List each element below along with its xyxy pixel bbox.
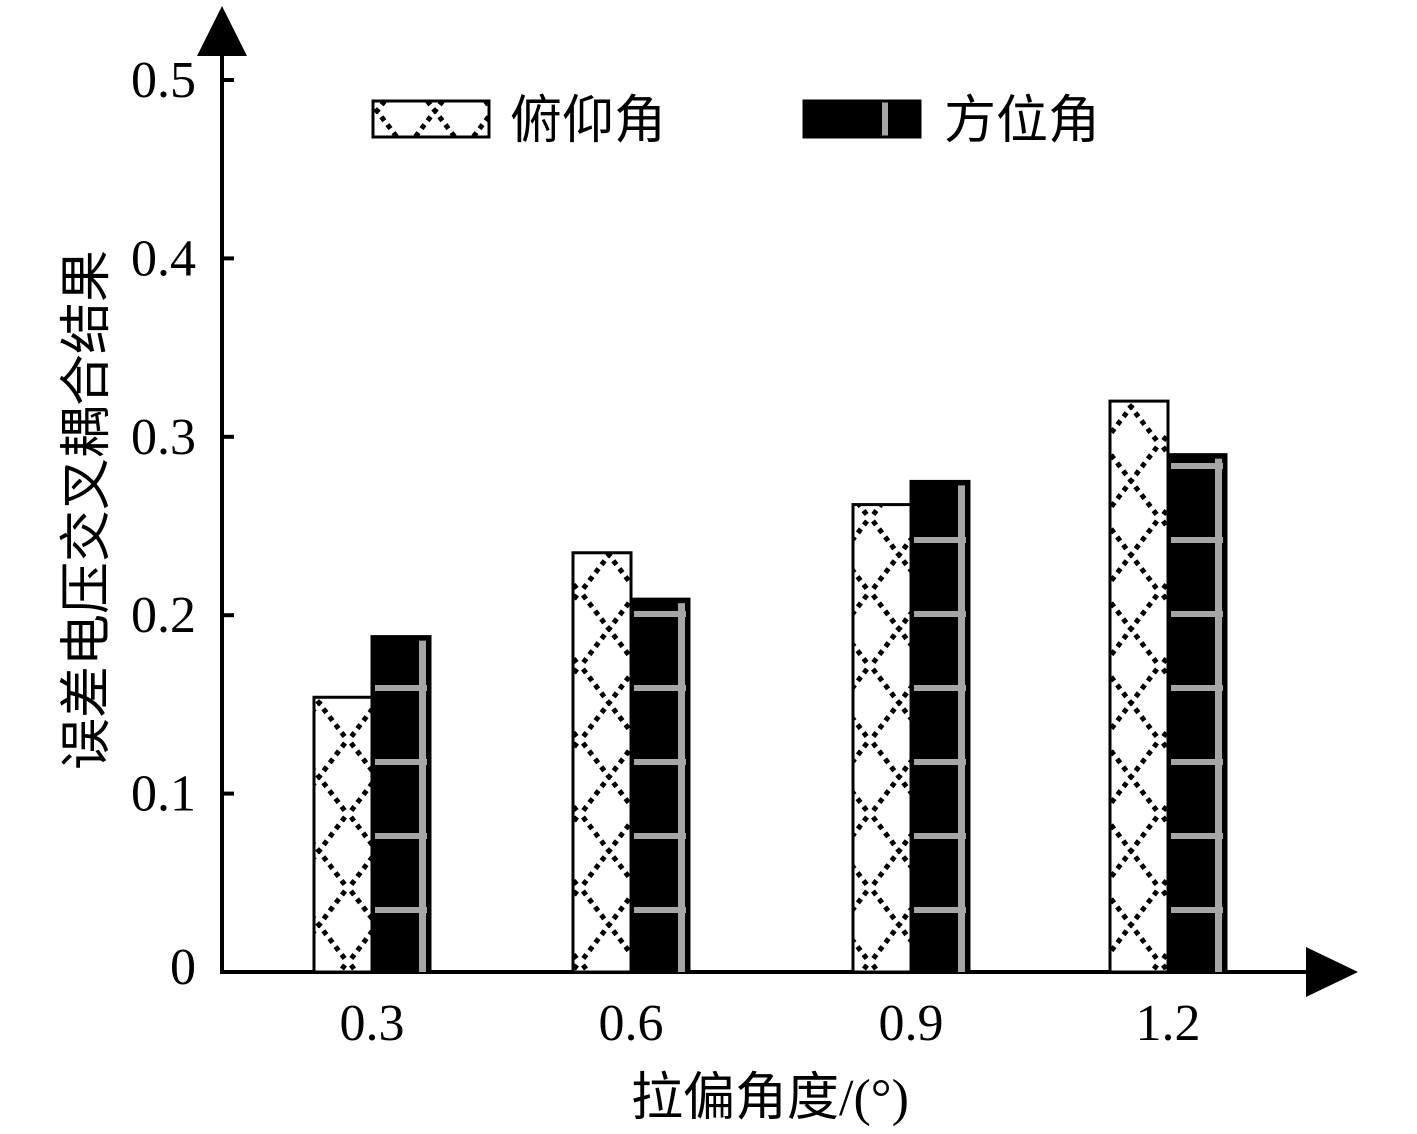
y-axis-title: 误差电压交叉耦合结果 bbox=[59, 250, 116, 770]
y-ticks: 0 0.1 0.2 0.3 0.4 0.5 bbox=[131, 52, 234, 996]
bar-azimuth-rung bbox=[1171, 685, 1223, 691]
x-tick-label: 0.6 bbox=[599, 995, 664, 1052]
legend-item-pitch: 俯仰角 bbox=[371, 93, 666, 150]
bar-azimuth-rung bbox=[634, 833, 686, 839]
y-tick-label: 0 bbox=[170, 939, 196, 996]
bar-azimuth bbox=[629, 597, 691, 974]
bar-azimuth-rung bbox=[375, 759, 427, 765]
bar-azimuth-rung bbox=[914, 611, 966, 617]
bar-azimuth-rung bbox=[914, 759, 966, 765]
bar-azimuth-rail bbox=[678, 603, 685, 972]
bar-azimuth-rung bbox=[634, 685, 686, 691]
bar-pitch bbox=[851, 503, 913, 974]
bar-azimuth-rung bbox=[914, 907, 966, 913]
bar-azimuth-rung bbox=[1171, 537, 1223, 543]
bar-azimuth-rail bbox=[1215, 458, 1222, 972]
bar-azimuth bbox=[1166, 453, 1228, 974]
bar-azimuth-rung bbox=[375, 833, 427, 839]
bar-azimuth bbox=[370, 635, 432, 974]
bar-azimuth-rung bbox=[914, 833, 966, 839]
bar-azimuth-rung bbox=[634, 759, 686, 765]
x-axis-title: 拉偏角度/(°) bbox=[631, 1070, 909, 1127]
bar-azimuth-rung bbox=[1171, 611, 1223, 617]
bar-azimuth-rail bbox=[958, 485, 965, 972]
legend-item-azimuth: 方位角 bbox=[802, 93, 1100, 150]
bar-pitch bbox=[312, 695, 374, 974]
y-tick-label: 0.5 bbox=[131, 52, 196, 109]
x-tick-label: 0.9 bbox=[879, 995, 944, 1052]
x-tick-label: 1.2 bbox=[1136, 995, 1201, 1052]
bar-azimuth-rung bbox=[1171, 833, 1223, 839]
legend: 俯仰角 方位角 bbox=[371, 93, 1100, 150]
x-tick-label: 0.3 bbox=[340, 995, 405, 1052]
legend-label-pitch: 俯仰角 bbox=[510, 93, 666, 150]
bar-azimuth-rung bbox=[634, 907, 686, 913]
bar-azimuth-rung bbox=[914, 537, 966, 543]
bar-azimuth-rung bbox=[914, 685, 966, 691]
bars bbox=[312, 399, 1228, 974]
y-tick-label: 0.2 bbox=[131, 587, 196, 644]
bar-pitch bbox=[571, 551, 633, 974]
legend-label-azimuth: 方位角 bbox=[944, 93, 1100, 150]
bar-azimuth-rung bbox=[375, 685, 427, 691]
bar-azimuth-rung bbox=[634, 611, 686, 617]
x-axis-arrow bbox=[1306, 947, 1358, 997]
y-tick-label: 0.4 bbox=[131, 230, 196, 287]
y-axis-arrow bbox=[197, 6, 247, 56]
bar-azimuth-rung bbox=[1171, 759, 1223, 765]
legend-swatch-azimuth bbox=[802, 99, 922, 139]
bar-azimuth-rung bbox=[1171, 907, 1223, 913]
legend-swatch-pitch bbox=[371, 99, 491, 139]
x-ticks: 0.3 0.6 0.9 1.2 bbox=[340, 995, 1201, 1052]
bar-azimuth-rail bbox=[419, 640, 426, 972]
y-tick-label: 0.3 bbox=[131, 409, 196, 466]
bar-azimuth-rung bbox=[1171, 463, 1223, 469]
bar-pitch bbox=[1108, 399, 1170, 974]
y-tick-label: 0.1 bbox=[131, 766, 196, 823]
bar-azimuth-rung bbox=[375, 907, 427, 913]
bar-azimuth bbox=[909, 479, 971, 974]
